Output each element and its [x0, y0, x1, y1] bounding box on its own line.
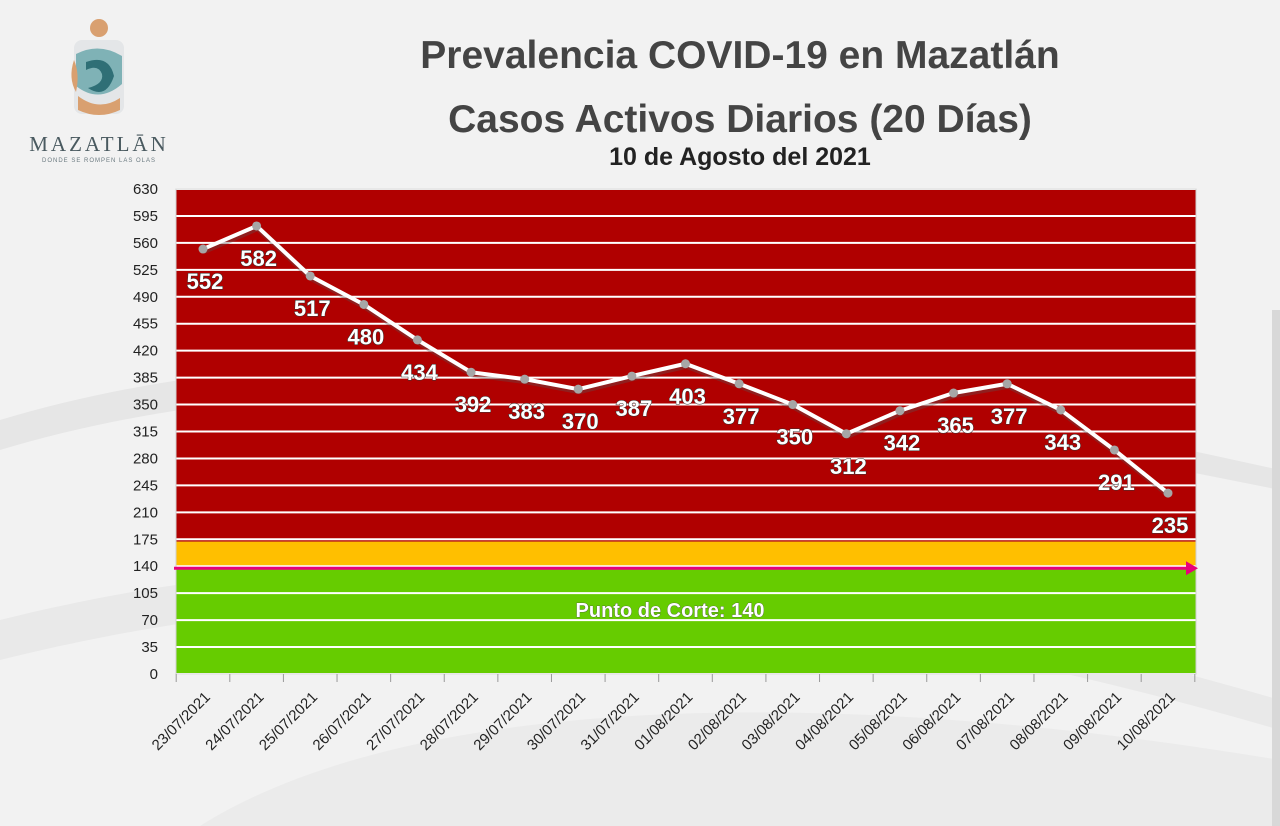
y-tick-label: 245 — [133, 477, 158, 494]
data-point — [1109, 445, 1119, 455]
y-tick-label: 105 — [133, 585, 158, 602]
y-tick-label: 420 — [133, 343, 158, 360]
logo-name: MAZATLĀN — [29, 132, 169, 156]
data-point — [627, 371, 637, 381]
data-point — [1056, 405, 1066, 415]
data-label: 377 — [991, 404, 1028, 429]
data-label: 403 — [669, 384, 706, 409]
y-tick-label: 385 — [133, 370, 158, 387]
data-label: 392 — [455, 392, 492, 417]
data-point — [198, 244, 208, 254]
y-tick-label: 210 — [133, 504, 158, 521]
data-point — [412, 335, 422, 345]
y-tick-label: 35 — [141, 639, 158, 656]
y-tick-label: 315 — [133, 424, 158, 441]
y-tick-label: 560 — [133, 235, 158, 252]
data-point — [1163, 488, 1173, 498]
cutoff-arrow-icon — [1186, 561, 1198, 576]
y-tick-label: 175 — [133, 531, 158, 548]
data-point — [359, 299, 369, 309]
y-tick-label: 280 — [133, 450, 158, 467]
chart-subtitle: Casos Activos Diarios (20 Días) — [448, 98, 1032, 141]
logo-tagline: DONDE SE ROMPEN LAS OLAS — [41, 158, 157, 164]
data-point — [252, 221, 262, 231]
data-point — [305, 271, 315, 281]
mazatlan-logo: MAZATLĀN DONDE SE ROMPEN LAS OLAS — [14, 14, 184, 174]
x-tick-label: 10/08/2021 — [1114, 689, 1179, 754]
data-label: 350 — [776, 425, 813, 450]
y-tick-label: 525 — [133, 262, 158, 279]
chart-title: Prevalencia COVID-19 en Mazatlán — [420, 34, 1060, 77]
data-label: 517 — [294, 296, 331, 321]
data-label: 343 — [1044, 430, 1081, 455]
data-point — [895, 406, 905, 416]
data-point — [734, 379, 744, 389]
data-point — [1002, 379, 1012, 389]
data-point — [788, 400, 798, 410]
data-label: 582 — [240, 246, 277, 271]
data-label: 365 — [937, 413, 974, 438]
data-label: 387 — [616, 396, 653, 421]
data-point — [841, 429, 851, 439]
data-label: 434 — [401, 360, 438, 385]
y-tick-label: 140 — [133, 558, 158, 575]
data-point — [466, 367, 476, 377]
data-label: 235 — [1152, 513, 1189, 538]
data-point — [949, 388, 959, 398]
data-label: 342 — [884, 431, 921, 456]
data-point — [520, 374, 530, 384]
data-label: 370 — [562, 409, 599, 434]
data-point — [681, 359, 690, 369]
data-point — [573, 384, 583, 394]
data-label: 552 — [187, 269, 224, 294]
y-tick-label: 0 — [150, 666, 158, 683]
data-label: 291 — [1098, 470, 1135, 495]
logo-emblem-icon — [71, 19, 124, 115]
y-tick-label: 490 — [133, 289, 158, 306]
data-label: 480 — [347, 324, 384, 349]
y-tick-label: 350 — [133, 397, 158, 414]
y-tick-label: 630 — [133, 181, 158, 198]
data-label: 383 — [508, 399, 545, 424]
zone-band — [176, 541, 1196, 567]
y-tick-label: 455 — [133, 316, 158, 333]
y-tick-label: 70 — [141, 612, 158, 629]
data-label: 377 — [723, 404, 760, 429]
data-label: 312 — [830, 454, 867, 479]
chart-date: 10 de Agosto del 2021 — [609, 143, 871, 171]
y-tick-label: 595 — [133, 208, 158, 225]
cutoff-label: Punto de Corte: 140 — [576, 600, 765, 622]
plot-border — [175, 188, 1197, 675]
